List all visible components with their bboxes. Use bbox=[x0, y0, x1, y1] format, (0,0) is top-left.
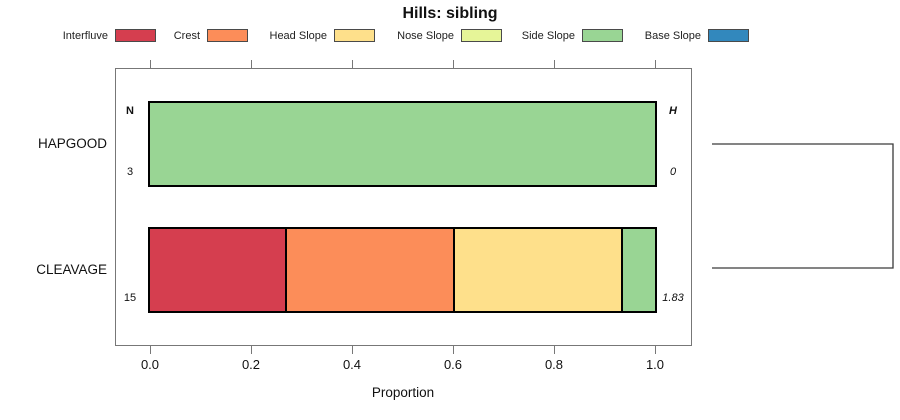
bar-segment-side-slope bbox=[621, 229, 655, 311]
x-axis-tick-bottom bbox=[453, 346, 454, 354]
bar-segment-interfluve bbox=[150, 229, 285, 311]
x-axis-tick-top bbox=[453, 60, 454, 68]
legend-item-nose-slope: Nose Slope bbox=[397, 29, 502, 42]
legend-swatch bbox=[115, 29, 156, 42]
x-axis-tick-label: 0.8 bbox=[544, 357, 564, 372]
n-header: N bbox=[126, 105, 134, 117]
bar-segment-crest bbox=[284, 229, 453, 311]
x-axis-tick-top bbox=[150, 60, 151, 68]
x-axis-tick-bottom bbox=[554, 346, 555, 354]
legend-label: Nose Slope bbox=[397, 29, 454, 42]
x-axis-tick-label: 0.4 bbox=[342, 357, 362, 372]
n-value-hapgood: 3 bbox=[126, 166, 134, 178]
n-value-cleavage: 15 bbox=[123, 292, 137, 304]
legend-swatch bbox=[461, 29, 502, 42]
x-axis-tick-label: 1.0 bbox=[645, 357, 665, 372]
legend-swatch bbox=[582, 29, 623, 42]
legend-item-head-slope: Head Slope bbox=[269, 29, 375, 42]
row-label-hapgood: HAPGOOD bbox=[37, 136, 107, 151]
h-header: H bbox=[669, 105, 677, 117]
x-axis-tick-label: 0.2 bbox=[241, 357, 261, 372]
legend-label: Head Slope bbox=[269, 29, 328, 42]
x-axis-tick-bottom bbox=[352, 346, 353, 354]
bar-row-cleavage bbox=[148, 227, 657, 313]
chart-title: Hills: sibling bbox=[402, 5, 498, 22]
bar-segment-side-slope bbox=[150, 103, 655, 185]
x-axis-tick-label: 0.0 bbox=[140, 357, 160, 372]
legend-label: Crest bbox=[173, 29, 200, 42]
legend-label: Base Slope bbox=[644, 29, 701, 42]
legend-item-base-slope: Base Slope bbox=[645, 29, 749, 42]
x-axis-tick-bottom bbox=[655, 346, 656, 354]
x-axis-tick-bottom bbox=[150, 346, 151, 354]
x-axis-tick-top bbox=[352, 60, 353, 68]
legend-item-crest: Crest bbox=[174, 29, 248, 42]
legend-item-side-slope: Side Slope bbox=[522, 29, 623, 42]
legend-label: Side Slope bbox=[521, 29, 575, 42]
bar-segment-head-slope bbox=[452, 229, 622, 311]
x-axis-tick-label: 0.6 bbox=[443, 357, 463, 372]
legend-swatch bbox=[708, 29, 749, 42]
h-value-cleavage: 1.83 bbox=[662, 292, 684, 304]
x-axis-tick-top bbox=[655, 60, 656, 68]
bar-row-hapgood bbox=[148, 101, 657, 187]
x-axis-tick-bottom bbox=[251, 346, 252, 354]
legend-swatch bbox=[207, 29, 248, 42]
dendrogram-bracket bbox=[712, 143, 894, 269]
x-axis-tick-top bbox=[554, 60, 555, 68]
h-value-hapgood: 0 bbox=[669, 166, 677, 178]
legend-swatch bbox=[334, 29, 375, 42]
row-label-cleavage: CLEAVAGE bbox=[36, 262, 107, 277]
x-axis-tick-top bbox=[251, 60, 252, 68]
x-axis-title: Proportion bbox=[371, 385, 435, 400]
legend-item-interfluve: Interfluve bbox=[63, 29, 156, 42]
legend-label: Interfluve bbox=[62, 29, 108, 42]
plot-box bbox=[115, 68, 692, 346]
